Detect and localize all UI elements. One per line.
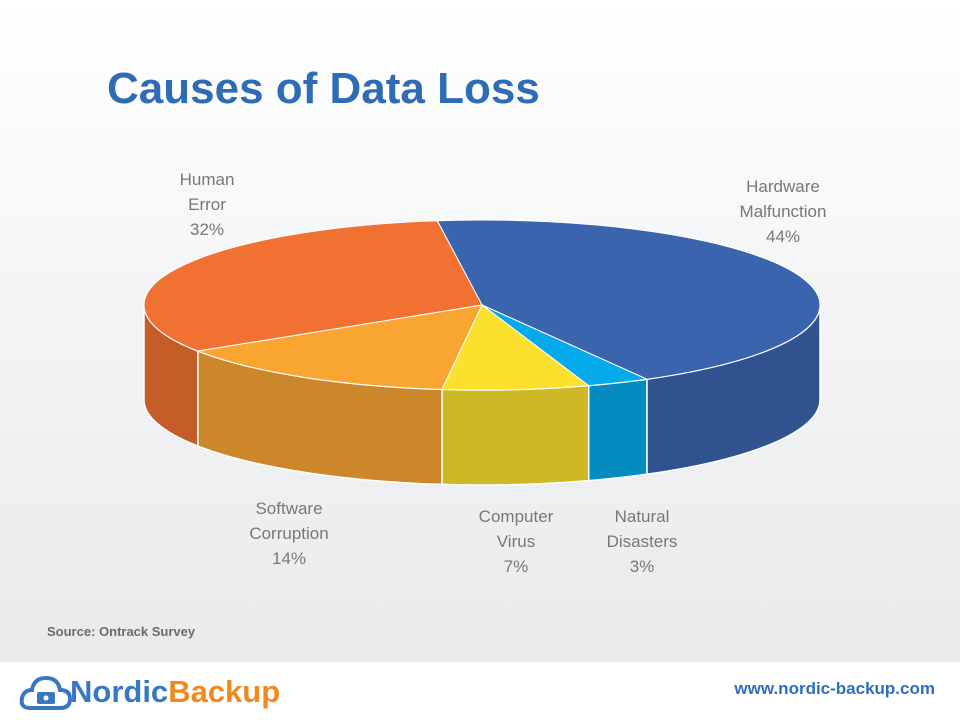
value-label: 32% — [189, 220, 225, 239]
slice-side — [587, 378, 648, 482]
value-label: 3% — [629, 557, 655, 576]
category-name: Human Error — [179, 170, 235, 214]
slice-label: Human Error 32% — [180, 167, 235, 242]
footer: NordicBackup www.nordic-backup.com — [0, 662, 960, 720]
slice — [441, 304, 591, 391]
slice — [195, 304, 483, 390]
logo: NordicBackup — [70, 674, 280, 710]
category-name: Computer Virus — [478, 507, 554, 551]
slice-label: Computer Virus 7% — [479, 504, 554, 579]
slice-label: Hardware Malfunction 44% — [740, 174, 827, 249]
category-name: Hardware Malfunction — [739, 177, 827, 221]
slice-label: Natural Disasters 3% — [607, 504, 678, 579]
value-label: 14% — [271, 549, 307, 568]
chart-title: Causes of Data Loss — [107, 64, 540, 113]
slice — [143, 220, 483, 352]
slice-label: Software Corruption 14% — [249, 496, 328, 571]
slice-side — [441, 384, 590, 486]
logo-text: Nordic — [70, 674, 169, 709]
value-label: 7% — [503, 557, 529, 576]
url: www.nordic-backup.com — [734, 679, 935, 698]
logo-icon — [19, 675, 73, 710]
category-name: Software Corruption — [249, 499, 329, 543]
logo-text: Backup — [168, 674, 281, 709]
source-note: Source: Ontrack Survey — [47, 624, 196, 639]
category-name: Natural Disasters — [606, 507, 678, 551]
slice — [436, 219, 821, 380]
value-label: 44% — [765, 227, 801, 246]
